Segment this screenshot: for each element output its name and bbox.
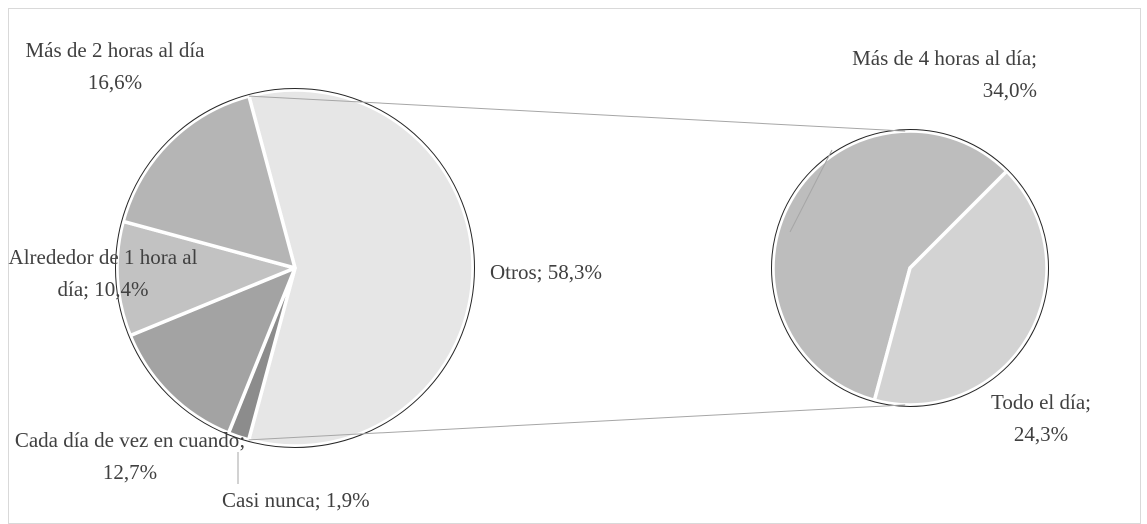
pie-slice xyxy=(771,129,1009,403)
label-separator: ; xyxy=(83,277,89,301)
value-label: 16,6% xyxy=(87,70,143,94)
data-label: Cada día de vez en cuando; 12,7% xyxy=(10,424,250,488)
category-label: Cada día de vez en cuando xyxy=(14,428,240,452)
pie-outline xyxy=(115,88,475,448)
data-label: Todo el día; 24,3% xyxy=(966,386,1116,450)
label-separator: ; xyxy=(1085,390,1091,414)
label-separator: ; xyxy=(536,260,543,284)
pie-outline xyxy=(771,129,1049,407)
category-label: Otros xyxy=(490,260,537,284)
value-label: 24,3% xyxy=(1013,422,1069,446)
value-label: 58,3% xyxy=(547,260,603,284)
data-label: Otros; 58,3% xyxy=(490,256,710,288)
data-label: Más de 2 horas al día 16,6% xyxy=(10,34,220,98)
pie-slice xyxy=(115,219,297,338)
category-label: Casi nunca xyxy=(222,488,315,512)
pie-slice xyxy=(872,169,1049,407)
data-label: Alrededor de 1 hora al día; 10,4% xyxy=(8,241,198,305)
value-label: 1,9% xyxy=(325,488,370,512)
label-separator: ; xyxy=(314,488,321,512)
data-label: Más de 4 horas al día; 34,0% xyxy=(812,42,1037,106)
label-separator: ; xyxy=(1031,46,1037,70)
data-label: Casi nunca; 1,9% xyxy=(222,484,452,516)
category-label: Más de 4 horas al día xyxy=(852,46,1032,70)
value-label: 12,7% xyxy=(102,460,158,484)
connector-line xyxy=(248,95,906,132)
pie-slice xyxy=(128,266,297,435)
connector-line xyxy=(248,404,906,441)
category-label: Más de 2 horas al día xyxy=(25,38,205,62)
category-label: Todo el día xyxy=(990,390,1086,414)
pie-slice xyxy=(246,88,475,448)
value-label: 10,4% xyxy=(94,277,149,301)
leader-line xyxy=(789,149,833,233)
value-label: 34,0% xyxy=(982,78,1037,102)
category-label: Alrededor de 1 hora al día xyxy=(8,245,198,301)
pie-slice xyxy=(121,94,297,270)
label-separator: ; xyxy=(239,428,246,452)
